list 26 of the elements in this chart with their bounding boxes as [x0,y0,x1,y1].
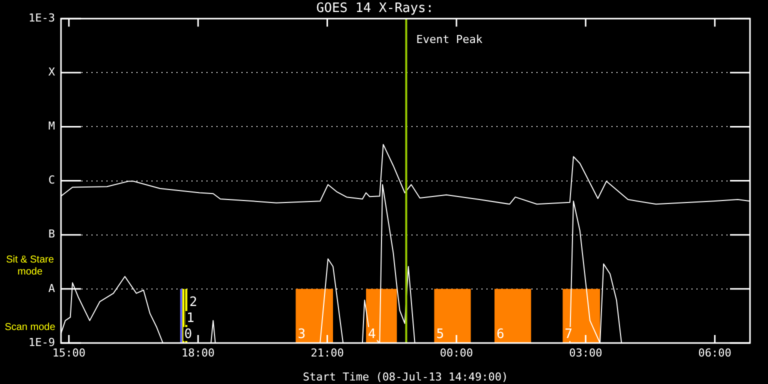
band-label: 2 [189,294,198,310]
chart-title: GOES 14 X-Rays: [316,1,434,16]
text: Scan mode [4,322,56,333]
y-tick-label: X [48,66,56,79]
x-tick-label: 06:00 [698,346,732,360]
y-tick-label: A [48,282,56,295]
x-tick-label: 18:00 [182,346,215,360]
x-tick-label: 00:00 [440,346,474,360]
y-tick-label: B [48,228,56,241]
y-tick-label: 1E-9 [28,336,55,349]
band-label: 0 [184,326,192,342]
x-axis-title: Start Time (08-Jul-13 14:49:00) [302,370,508,384]
band-label: 6 [496,326,504,342]
ref-line-label: Event Peak [416,32,483,46]
band-label: 1 [186,310,194,326]
y-tick-label: 1E-3 [28,11,55,24]
x-tick-label: 03:00 [569,346,602,360]
x-tick-label: 21:00 [310,346,344,360]
x-tick-label: 15:00 [52,346,86,360]
y-tick-label: M [48,120,56,133]
band-label: 5 [436,326,444,342]
band-label: 4 [368,326,376,342]
text: Sit & Stare mode [6,254,54,278]
band-label: 7 [564,326,573,342]
band-label: 3 [298,326,306,342]
y-tick-label: C [48,174,55,187]
